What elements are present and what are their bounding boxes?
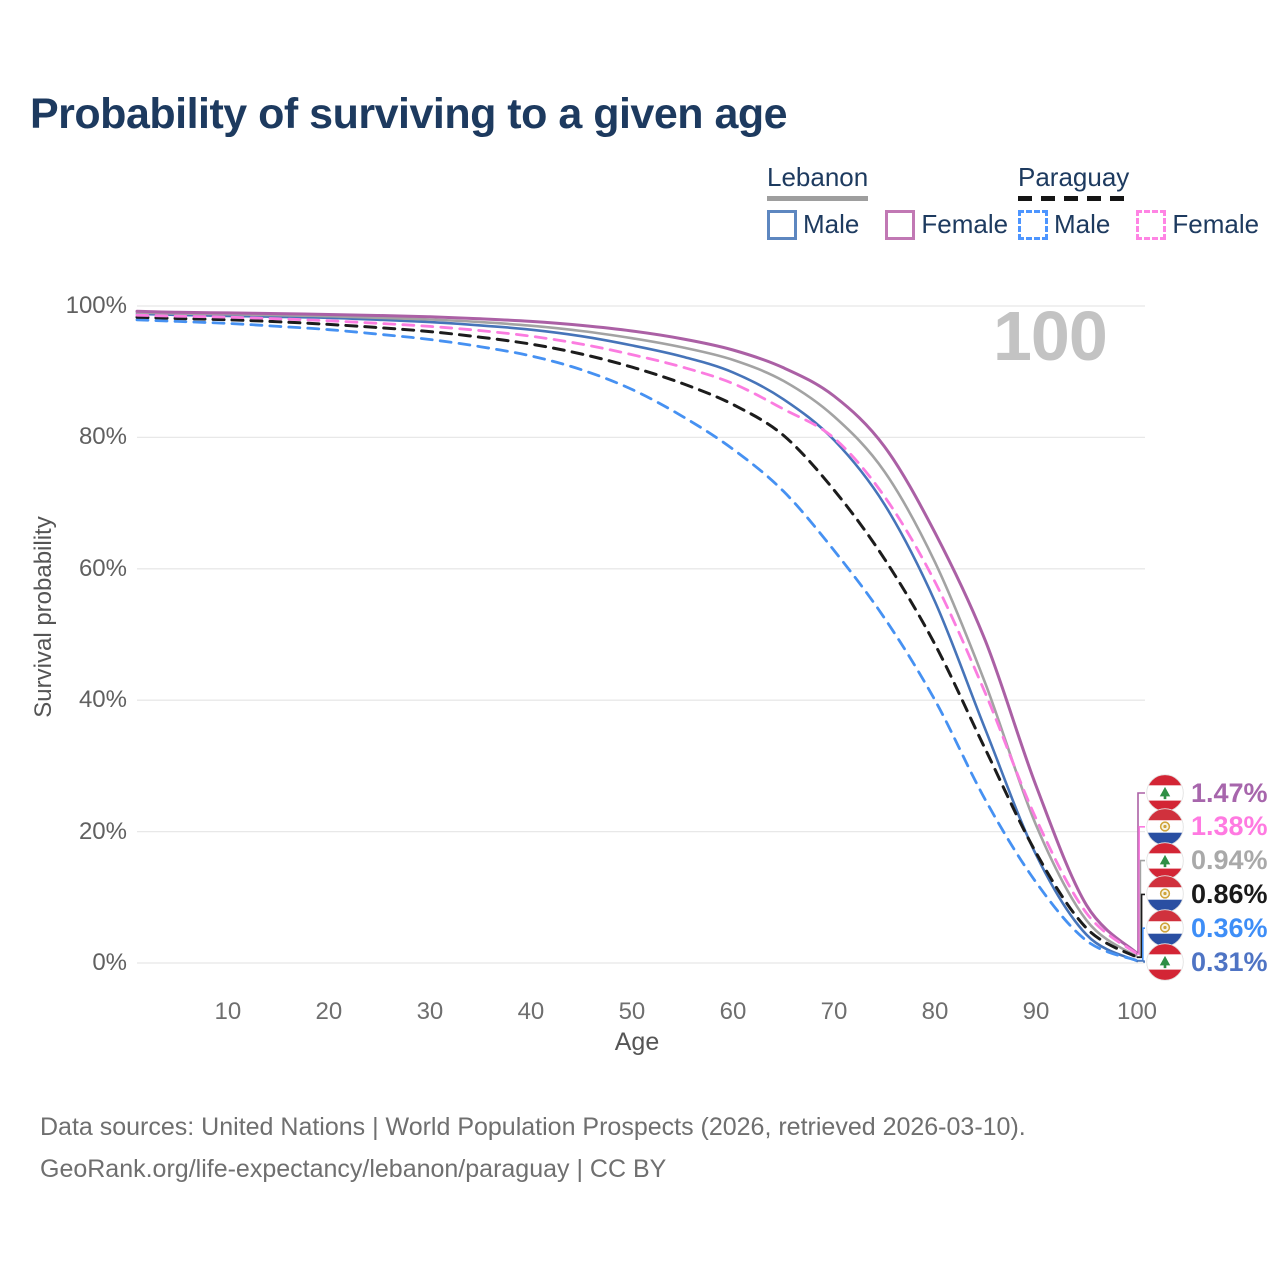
series-line-lebanon-both-sexes <box>135 311 1139 959</box>
lebanon-flag-icon <box>1146 943 1184 981</box>
line-style-swatch-icon <box>1018 209 1048 240</box>
paraguay-flag-icon <box>1146 807 1184 846</box>
x-axis-title: Age <box>614 1028 660 1056</box>
lebanon-flag-icon <box>1146 841 1184 880</box>
legend-item-label: Female <box>1172 209 1260 239</box>
legend-group-label: Lebanon <box>767 162 869 192</box>
x-tick-label: 40 <box>517 998 545 1025</box>
end-label-value: 1.38% <box>1191 811 1268 842</box>
y-tick-label: 20% <box>78 817 127 845</box>
x-tick-label: 30 <box>416 998 444 1025</box>
legend-item-label: Female <box>921 209 1009 239</box>
legend-item-label: Male <box>803 209 860 239</box>
series-line-lebanon-male <box>135 312 1139 963</box>
x-tick-label: 100 <box>1116 998 1158 1025</box>
series-line-lebanon-female <box>135 309 1139 955</box>
end-label-lebanon-female: 1.47% <box>1146 773 1268 813</box>
end-label-paraguay-both-sexes: 0.86% <box>1146 874 1268 914</box>
x-tick-label: 10 <box>214 998 242 1025</box>
x-tick-label: 90 <box>1022 998 1050 1025</box>
line-style-swatch-icon <box>885 209 916 240</box>
y-tick-label: 40% <box>78 686 127 714</box>
age-watermark: 100 <box>993 297 1108 375</box>
y-tick-label: 100% <box>65 292 127 319</box>
end-label-value: 0.31% <box>1191 946 1268 977</box>
legend-group-label: Paraguay <box>1018 162 1130 192</box>
paraguay-flag-icon <box>1146 909 1184 947</box>
lebanon-flag-icon <box>1146 774 1184 812</box>
y-tick-label: 60% <box>78 554 127 582</box>
end-label-paraguay-female: 1.38% <box>1146 807 1268 847</box>
end-label-paraguay-male: 0.36% <box>1146 908 1268 948</box>
end-label-value: 0.36% <box>1191 912 1268 943</box>
paraguay-flag-icon <box>1146 875 1184 914</box>
end-label-connector <box>1137 826 1145 955</box>
legend-item-label: Male <box>1054 209 1111 239</box>
end-label-value: 0.94% <box>1191 845 1268 876</box>
legend-item-lebanon-female[interactable]: Female <box>885 209 1008 240</box>
series-line-paraguay-both-sexes <box>135 315 1139 959</box>
x-tick-label: 80 <box>921 998 949 1025</box>
x-tick-label: 70 <box>820 998 848 1025</box>
legend-group-lebanon: Lebanon Male Female <box>767 162 1008 240</box>
data-sources-text: Data sources: United Nations | World Pop… <box>40 1113 1026 1141</box>
legend-heading-paraguay: Paraguay <box>1018 162 1130 201</box>
y-tick-label: 80% <box>78 423 127 451</box>
legend-item-paraguay-male[interactable]: Male <box>1018 209 1110 240</box>
end-label-lebanon-male: 0.31% <box>1146 942 1268 982</box>
x-tick-label: 50 <box>618 998 646 1025</box>
legend-item-lebanon-male[interactable]: Male <box>767 209 859 240</box>
end-label-lebanon-both-sexes: 0.94% <box>1146 841 1268 881</box>
x-tick-label: 60 <box>719 998 747 1025</box>
page-title: Probability of surviving to a given age <box>30 90 788 138</box>
legend-group-paraguay: Paraguay Male Female <box>1018 162 1259 240</box>
end-label-connector <box>1137 960 1145 963</box>
series-line-paraguay-male <box>135 318 1139 962</box>
footer: Data sources: United Nations | World Pop… <box>40 1106 1026 1190</box>
attribution-text: GeoRank.org/life-expectancy/lebanon/para… <box>40 1155 667 1183</box>
legend-underline-dashed <box>1018 196 1130 201</box>
y-tick-label: 0% <box>92 949 127 976</box>
end-label-value: 1.47% <box>1191 777 1268 808</box>
series-line-paraguay-female <box>135 313 1139 956</box>
line-style-swatch-icon <box>767 209 797 240</box>
legend-underline-solid <box>767 196 869 201</box>
x-tick-label: 20 <box>315 998 343 1025</box>
legend-item-paraguay-female[interactable]: Female <box>1136 209 1259 240</box>
legend-heading-lebanon: Lebanon <box>767 162 869 201</box>
line-style-swatch-icon <box>1136 209 1167 240</box>
end-label-value: 0.86% <box>1191 878 1268 909</box>
end-label-connector <box>1137 893 1145 959</box>
